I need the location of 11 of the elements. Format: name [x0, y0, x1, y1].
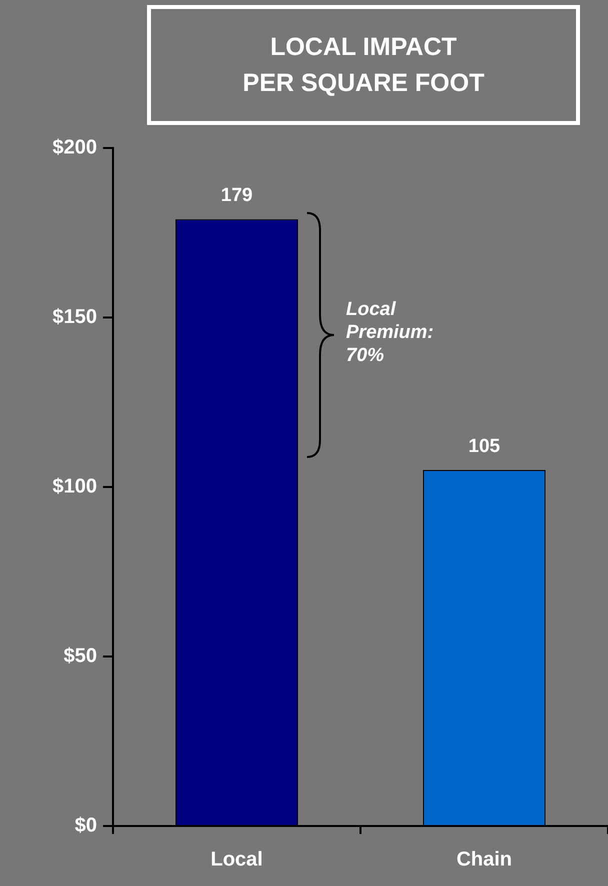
data-label: 105	[468, 436, 501, 457]
y-tick-label: $200	[52, 136, 97, 159]
annotation: Local Premium: 70%	[346, 298, 435, 367]
x-tick-label: Local	[210, 848, 263, 871]
y-tick-label: $150	[52, 306, 97, 328]
y-tick-label: $50	[64, 645, 97, 668]
chart-title: LOCAL IMPACT PER SQUARE FOOT	[147, 5, 580, 125]
y-tick-label: $100	[52, 476, 97, 498]
y-tick-label: $0	[74, 814, 97, 837]
data-label: 179	[220, 184, 253, 206]
x-tick-label: Chain	[456, 848, 512, 871]
